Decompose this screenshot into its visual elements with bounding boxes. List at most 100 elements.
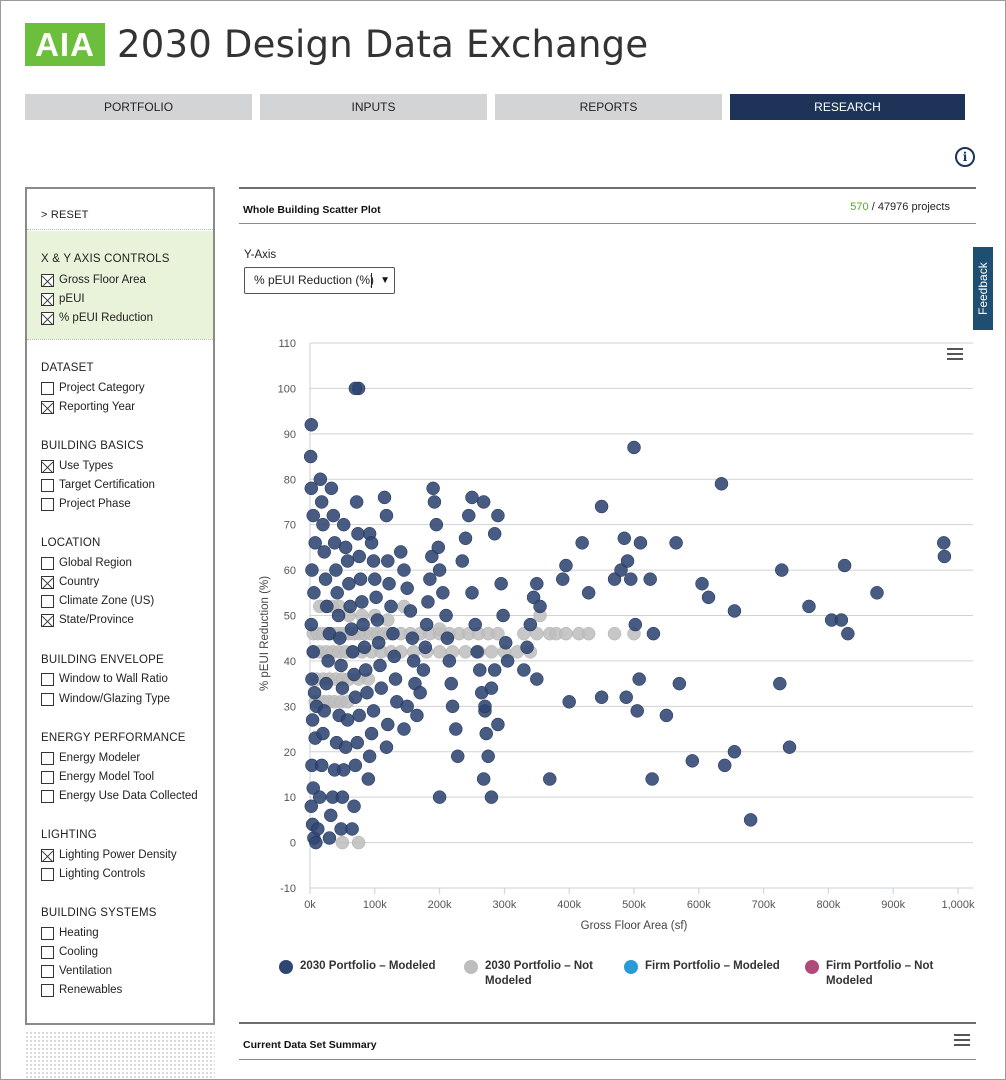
data-point-modeled[interactable]	[436, 586, 450, 600]
data-point-modeled[interactable]	[377, 490, 392, 505]
data-point-modeled[interactable]	[936, 536, 951, 550]
data-point-modeled[interactable]	[727, 604, 742, 618]
data-point-modeled[interactable]	[442, 654, 457, 668]
dropdown-caret-icon[interactable]: ▼	[380, 275, 390, 286]
data-point-modeled[interactable]	[517, 663, 531, 677]
data-point-modeled[interactable]	[594, 690, 609, 704]
data-point-modeled[interactable]	[624, 572, 638, 586]
data-point-modeled[interactable]	[366, 554, 381, 568]
checkbox-icon[interactable]	[41, 946, 54, 959]
data-point-modeled[interactable]	[373, 658, 387, 673]
data-point-modeled[interactable]	[627, 440, 641, 455]
checkbox-checked-icon[interactable]	[41, 460, 54, 473]
data-point-modeled[interactable]	[669, 536, 683, 550]
data-point-modeled[interactable]	[324, 481, 339, 496]
checkbox-icon[interactable]	[41, 479, 54, 492]
checkbox-checked-icon[interactable]	[41, 401, 54, 414]
data-point-modeled[interactable]	[360, 685, 374, 700]
checkbox-checked-icon[interactable]	[41, 293, 54, 306]
data-point-modeled[interactable]	[303, 449, 318, 464]
data-point-modeled[interactable]	[498, 636, 513, 650]
aia-logo[interactable]: AIA	[25, 23, 105, 66]
data-point-modeled[interactable]	[423, 572, 437, 586]
checkbox-energy-model-tool[interactable]: Energy Model Tool	[41, 770, 154, 785]
data-point-not-modeled[interactable]	[607, 626, 622, 641]
data-point-not-modeled[interactable]	[484, 645, 499, 659]
data-point-modeled[interactable]	[335, 790, 350, 804]
data-point-modeled[interactable]	[646, 626, 661, 641]
data-point-modeled[interactable]	[484, 681, 499, 695]
data-point-modeled[interactable]	[347, 667, 361, 682]
data-point-modeled[interactable]	[316, 517, 330, 532]
data-point-modeled[interactable]	[481, 749, 495, 764]
checkbox-checked-icon[interactable]	[41, 614, 54, 627]
checkbox-lighting-controls[interactable]: Lighting Controls	[41, 867, 145, 882]
data-point-modeled[interactable]	[937, 549, 952, 564]
data-point-modeled[interactable]	[329, 563, 343, 577]
data-point-modeled[interactable]	[533, 599, 547, 614]
data-point-modeled[interactable]	[405, 631, 420, 645]
data-point-modeled[interactable]	[575, 536, 589, 550]
data-point-modeled[interactable]	[317, 704, 332, 718]
data-point-modeled[interactable]	[429, 517, 444, 532]
data-point-modeled[interactable]	[316, 726, 330, 741]
data-point-modeled[interactable]	[523, 617, 538, 632]
data-point-modeled[interactable]	[322, 831, 337, 845]
reset-link[interactable]: > RESET	[41, 209, 89, 221]
data-point-modeled[interactable]	[426, 481, 440, 496]
data-point-modeled[interactable]	[400, 699, 414, 714]
data-point-not-modeled[interactable]	[491, 626, 505, 641]
data-point-modeled[interactable]	[628, 617, 643, 632]
data-point-modeled[interactable]	[695, 576, 709, 591]
data-point-modeled[interactable]	[352, 708, 366, 723]
data-point-modeled[interactable]	[837, 558, 852, 573]
data-point-not-modeled[interactable]	[432, 645, 447, 659]
checkbox-lighting-power-density[interactable]: Lighting Power Density	[41, 848, 177, 863]
data-point-modeled[interactable]	[802, 599, 816, 614]
data-point-modeled[interactable]	[308, 536, 322, 550]
data-point-not-modeled[interactable]	[351, 835, 366, 850]
data-point-modeled[interactable]	[361, 772, 376, 786]
data-point-modeled[interactable]	[379, 740, 394, 754]
data-point-modeled[interactable]	[382, 576, 396, 591]
checkbox-icon[interactable]	[41, 557, 54, 570]
checkbox-renewables[interactable]: Renewables	[41, 983, 122, 998]
data-point-modeled[interactable]	[468, 617, 482, 632]
data-point-modeled[interactable]	[400, 581, 414, 595]
checkbox-checked-icon[interactable]	[41, 312, 54, 325]
data-point-modeled[interactable]	[445, 699, 460, 714]
data-point-modeled[interactable]	[320, 599, 334, 614]
checkbox-global-region[interactable]: Global Region	[41, 556, 132, 571]
data-point-modeled[interactable]	[397, 563, 411, 577]
checkbox-ventilation[interactable]: Ventilation	[41, 964, 112, 979]
data-point-modeled[interactable]	[774, 563, 789, 577]
data-point-modeled[interactable]	[319, 676, 333, 691]
data-point-modeled[interactable]	[368, 572, 382, 586]
data-point-modeled[interactable]	[333, 631, 347, 645]
data-point-modeled[interactable]	[311, 822, 325, 836]
data-point-modeled[interactable]	[620, 554, 635, 568]
data-point-modeled[interactable]	[672, 676, 687, 691]
data-point-modeled[interactable]	[555, 572, 570, 586]
data-point-modeled[interactable]	[342, 576, 356, 591]
data-point-modeled[interactable]	[343, 599, 357, 614]
data-point-modeled[interactable]	[344, 622, 359, 636]
data-point-modeled[interactable]	[530, 576, 544, 591]
data-point-modeled[interactable]	[340, 554, 355, 568]
checkbox-window-glazing-type[interactable]: Window/Glazing Type	[41, 692, 170, 707]
data-point-not-modeled[interactable]	[335, 835, 350, 850]
checkbox-icon[interactable]	[41, 693, 54, 706]
data-point-modeled[interactable]	[432, 563, 447, 577]
data-point-modeled[interactable]	[465, 586, 479, 600]
data-point-modeled[interactable]	[386, 626, 400, 641]
checkbox-checked-icon[interactable]	[41, 576, 54, 589]
data-point-modeled[interactable]	[338, 740, 353, 754]
checkbox-energy-use-data-collected[interactable]: Energy Use Data Collected	[41, 789, 198, 804]
checkbox-icon[interactable]	[41, 771, 54, 784]
data-point-modeled[interactable]	[351, 527, 365, 541]
data-point-modeled[interactable]	[330, 586, 344, 600]
data-point-modeled[interactable]	[562, 695, 576, 709]
data-point-modeled[interactable]	[321, 654, 335, 668]
checkbox-gross-floor-area[interactable]: Gross Floor Area	[41, 273, 146, 288]
data-point-modeled[interactable]	[421, 595, 435, 609]
